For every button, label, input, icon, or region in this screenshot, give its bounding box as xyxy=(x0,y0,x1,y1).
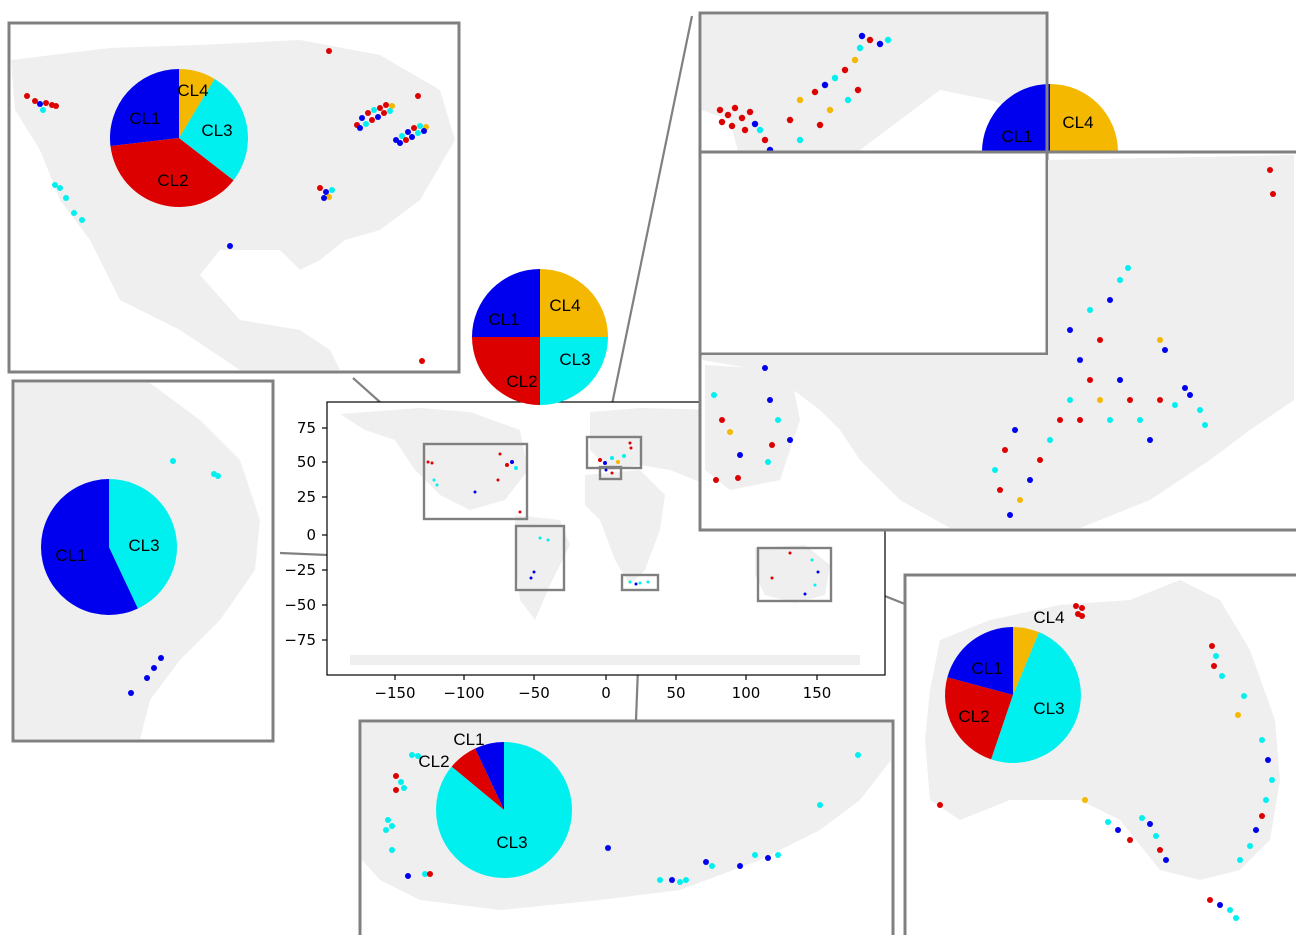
pie-global-label-cl3: CL3 xyxy=(559,350,590,369)
zoom-box-australia xyxy=(756,546,833,603)
pie-south-africa-slice-cl1 xyxy=(475,742,504,810)
x-tick-label: −100 xyxy=(443,684,484,702)
pie-south-africa-label-cl2: CL2 xyxy=(418,752,449,771)
y-tick-label: 0 xyxy=(306,526,316,544)
zoom-box-south-africa xyxy=(620,573,660,592)
pie-north-america-slice-cl4 xyxy=(179,69,215,138)
pie-south-africa-label-cl3: CL3 xyxy=(496,833,527,852)
y-tick-label: −75 xyxy=(284,631,316,649)
inset-europe-main-points xyxy=(711,167,1276,518)
y-ticks xyxy=(322,427,327,641)
pie-australia-label-cl1: CL1 xyxy=(971,659,1002,678)
pie-global-slice-cl1 xyxy=(472,269,540,337)
pie-south-america: CL1 CL3 xyxy=(41,479,178,616)
pie-north-america-label-cl2: CL2 xyxy=(157,171,188,190)
inset-south-america: CL1 CL3 xyxy=(11,379,275,743)
y-tick-labels: 75 50 25 0 −25 −50 −75 xyxy=(284,419,316,649)
pie-south-africa-label-cl1: CL1 xyxy=(453,730,484,749)
zoom-box-europe-main xyxy=(598,465,623,481)
inset-south-america-points xyxy=(128,458,221,696)
pie-north-america-label-cl4: CL4 xyxy=(177,81,208,100)
x-tick-labels: −150 −100 −50 0 50 100 150 xyxy=(374,684,831,702)
inset-south-africa-points xyxy=(383,752,861,885)
pie-global-slice-cl3 xyxy=(540,337,608,405)
pie-global-slice-cl4 xyxy=(540,269,608,337)
pie-australia-slice-cl4 xyxy=(1013,627,1040,695)
pie-australia-slice-cl1 xyxy=(947,627,1013,695)
x-tick-label: −150 xyxy=(374,684,415,702)
pie-global: CL1 CL2 CL3 CL4 xyxy=(472,269,608,405)
pie-australia: CL1 CL2 CL3 CL4 xyxy=(945,608,1081,763)
zoom-box-north-america xyxy=(422,442,529,521)
x-tick-label: 50 xyxy=(666,684,685,702)
pie-south-africa-slice-cl2 xyxy=(451,748,504,810)
x-tick-label: 100 xyxy=(732,684,761,702)
pie-south-america-slice-cl3 xyxy=(109,479,178,609)
connector-europe-north xyxy=(601,15,694,449)
pie-north-america-slice-cl3 xyxy=(179,78,248,181)
pie-global-slice-cl2 xyxy=(472,337,540,405)
pie-south-africa-slice-cl3 xyxy=(436,742,573,878)
x-ticks xyxy=(394,675,818,680)
pie-north-america-slice-cl2 xyxy=(110,138,234,208)
pie-europe-north-label-cl4: CL4 xyxy=(1062,113,1093,132)
pie-south-america-label-cl3: CL3 xyxy=(128,536,159,555)
world-points xyxy=(426,441,820,596)
pie-north-america-label-cl1: CL1 xyxy=(129,109,160,128)
pie-australia-label-cl3: CL3 xyxy=(1033,699,1064,718)
pie-south-america-label-cl1: CL1 xyxy=(55,546,86,565)
pie-north-america-slice-cl1 xyxy=(109,68,179,147)
pie-north-america-label-cl3: CL3 xyxy=(201,121,232,140)
pie-europe-north-slice-cl4 xyxy=(1050,84,1118,152)
pie-global-label-cl4: CL4 xyxy=(549,296,580,315)
pie-global-label-cl2: CL2 xyxy=(506,372,537,391)
x-tick-label: −50 xyxy=(518,684,550,702)
pie-global-label-cl1: CL1 xyxy=(488,310,519,329)
y-tick-label: 25 xyxy=(297,488,316,506)
pie-australia-label-cl4: CL4 xyxy=(1033,608,1064,627)
y-tick-label: 75 xyxy=(297,419,316,437)
y-tick-label: 50 xyxy=(297,453,316,471)
pie-south-america-slice-cl1 xyxy=(41,479,138,616)
pie-europe-north-label-cl1: CL1 xyxy=(1001,127,1032,146)
x-tick-label: 0 xyxy=(601,684,611,702)
inset-australia: CL1 CL2 CL3 CL4 xyxy=(903,573,1296,935)
zoom-box-south-america xyxy=(514,524,566,592)
y-tick-label: −25 xyxy=(284,561,316,579)
pie-north-america: CL1 CL2 CL3 CL4 xyxy=(109,68,248,208)
pie-australia-label-cl2: CL2 xyxy=(958,707,989,726)
pie-europe-north-slice-cl1 xyxy=(982,84,1050,152)
inset-north-america-points xyxy=(24,48,429,364)
y-tick-label: −50 xyxy=(284,596,316,614)
inset-north-america: CL1 CL2 CL3 CL4 xyxy=(7,21,461,374)
pie-australia-slice-cl2 xyxy=(945,677,1013,760)
x-tick-label: 150 xyxy=(803,684,832,702)
inset-europe-main xyxy=(698,11,1296,532)
pie-australia-slice-cl3 xyxy=(991,632,1081,763)
inset-australia-points xyxy=(937,603,1275,921)
